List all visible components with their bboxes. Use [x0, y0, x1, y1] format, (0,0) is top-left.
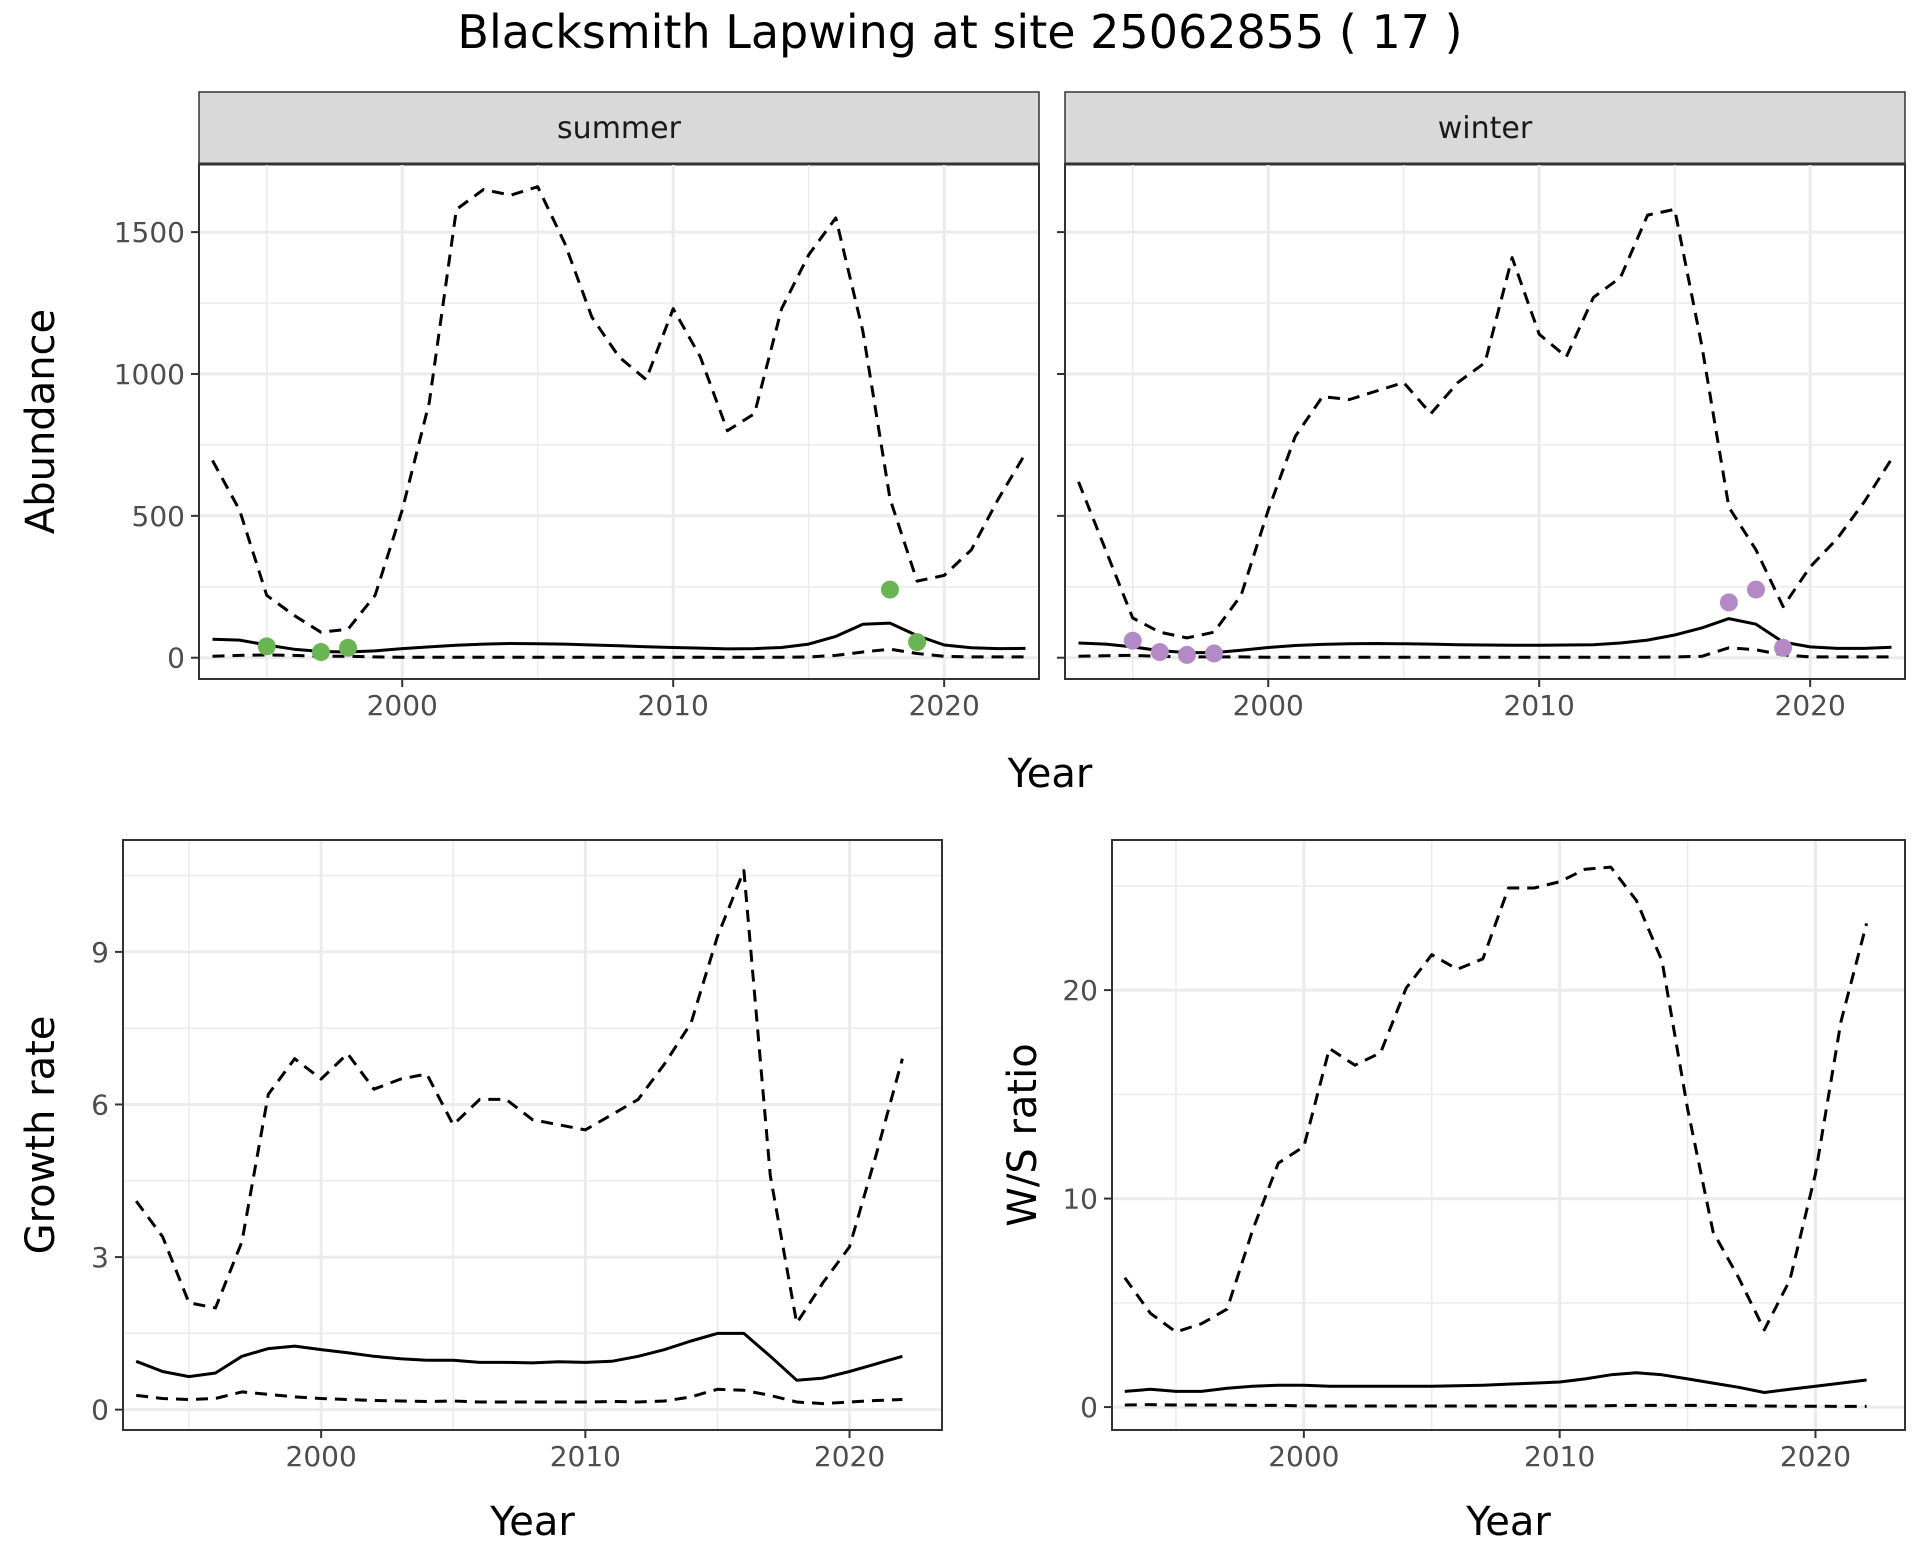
- observed-point: [1774, 638, 1793, 657]
- observed-point: [1205, 644, 1224, 663]
- facet-strip: [1064, 91, 1906, 165]
- panel-border: [122, 839, 943, 1431]
- facet-strip-label: summer: [557, 111, 682, 146]
- y-axis-label: Abundance: [18, 309, 64, 534]
- x-axis-label: Year: [1465, 1499, 1551, 1545]
- panel-border: [1111, 839, 1906, 1431]
- observed-point: [311, 643, 330, 662]
- observed-point: [1123, 631, 1142, 650]
- observed-point: [1177, 645, 1196, 664]
- y-tick-label: 500: [132, 500, 185, 533]
- facet-strip-label: winter: [1438, 111, 1533, 146]
- panel-ratio: 2000 2010 2020 0 10 20 Year W/S ratio: [1000, 839, 1906, 1545]
- x-tick-label: 2020: [909, 689, 980, 722]
- y-tick-label: 0: [1080, 1391, 1098, 1424]
- figure-title: Blacksmith Lapwing at site 25062855 ( 17…: [457, 5, 1462, 59]
- series-line-upper: [134, 869, 904, 1325]
- panel-summer: summer 2000 2010 2020 0 500 1000 1500 Abundance: [18, 91, 1040, 722]
- y-tick-label: 0: [167, 642, 185, 675]
- x-axis-label: Year: [489, 1499, 575, 1545]
- observed-point: [1150, 643, 1169, 662]
- y-axis-label: W/S ratio: [1000, 1043, 1046, 1226]
- series-line-estimate: [135, 1331, 903, 1382]
- x-tick-label: 2020: [1775, 689, 1846, 722]
- series-line-lower: [136, 1387, 903, 1406]
- top-x-axis-label: Year: [1007, 751, 1093, 797]
- y-axis-label: Growth rate: [18, 1016, 64, 1255]
- y-tick-label: 9: [91, 936, 109, 969]
- panel-growth: 2000 2010 2020 0 3 6 9 Year Growth rate: [18, 839, 943, 1545]
- x-tick-label: 2000: [1268, 1440, 1339, 1473]
- observed-point: [1719, 593, 1738, 612]
- series-line-lower: [212, 647, 1026, 659]
- series-line-upper: [1123, 865, 1869, 1334]
- series-line-lower: [1078, 646, 1892, 659]
- x-tick-label: 2010: [1504, 689, 1575, 722]
- x-tick-label: 2000: [367, 689, 438, 722]
- observed-point: [908, 633, 927, 652]
- series-line-estimate: [1124, 1371, 1867, 1394]
- x-tick-label: 2020: [814, 1440, 885, 1473]
- observed-point: [257, 637, 276, 656]
- y-tick-label: 20: [1062, 974, 1098, 1007]
- y-tick-label: 1000: [114, 358, 185, 391]
- x-tick-label: 2010: [638, 689, 709, 722]
- panel-border: [1064, 163, 1906, 680]
- x-tick-label: 2000: [1233, 689, 1304, 722]
- y-tick-label: 10: [1062, 1183, 1098, 1216]
- x-tick-label: 2020: [1780, 1440, 1851, 1473]
- observed-point: [880, 580, 899, 599]
- facet-strip: [198, 91, 1040, 165]
- y-tick-label: 1500: [114, 216, 185, 249]
- observed-point: [1746, 580, 1765, 599]
- x-tick-label: 2000: [286, 1440, 357, 1473]
- x-tick-label: 2010: [550, 1440, 621, 1473]
- panel-winter: winter 2000 2010 2020: [1057, 91, 1906, 722]
- series-line-lower: [1124, 1403, 1867, 1408]
- x-tick-label: 2010: [1524, 1440, 1595, 1473]
- observed-point: [339, 638, 358, 657]
- series-line-upper: [1077, 207, 1893, 640]
- panel-border: [198, 163, 1040, 680]
- y-tick-label: 3: [91, 1241, 109, 1274]
- y-tick-label: 6: [91, 1088, 109, 1121]
- y-tick-label: 0: [91, 1394, 109, 1427]
